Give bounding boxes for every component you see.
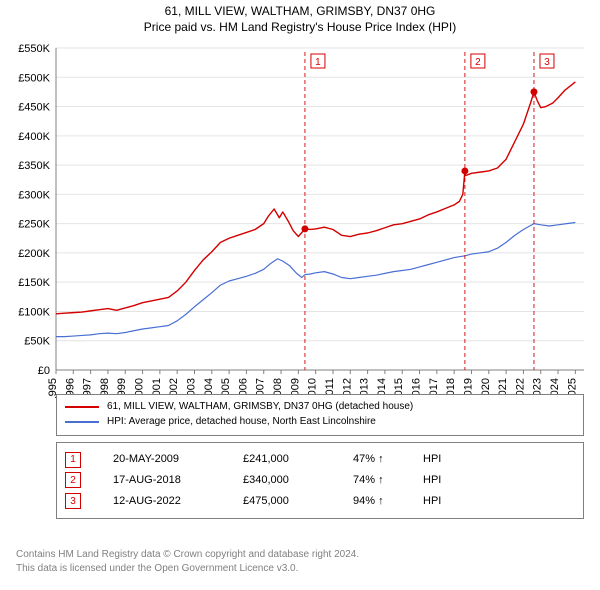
y-tick-label: £100K xyxy=(18,306,50,318)
sale-hpi-label: HPI xyxy=(423,449,463,470)
legend-label: HPI: Average price, detached house, Nort… xyxy=(107,414,376,429)
sale-hpi-label: HPI xyxy=(423,491,463,512)
y-tick-label: £200K xyxy=(18,248,50,260)
line-chart: £0 £50K £100K £150K £200K £250K £300K £350K £400… xyxy=(0,0,600,398)
sale-price: £241,000 xyxy=(243,449,353,470)
sale-date: 20-MAY-2009 xyxy=(113,449,243,470)
series-hpi xyxy=(56,222,575,336)
y-tick-label: £350K xyxy=(18,160,50,172)
y-tick-label: £400K xyxy=(18,131,50,143)
sale-price: £340,000 xyxy=(243,470,353,491)
y-tick-label: £500K xyxy=(18,72,50,84)
arrow-up-icon: ↑ xyxy=(375,495,384,507)
legend-swatch xyxy=(65,421,99,423)
sales-row: 3 12-AUG-2022£475,00094% ↑HPI xyxy=(65,491,575,512)
y-tick-label: £450K xyxy=(18,102,50,114)
sale-date: 12-AUG-2022 xyxy=(113,491,243,512)
sale-pct: 74% ↑ xyxy=(353,470,423,491)
footer-line-2: This data is licensed under the Open Gov… xyxy=(16,562,584,576)
legend-item: HPI: Average price, detached house, Nort… xyxy=(65,414,575,429)
sale-marker-dot-3 xyxy=(530,88,537,95)
y-tick-label: £150K xyxy=(18,277,50,289)
series-property xyxy=(56,82,575,314)
arrow-up-icon: ↑ xyxy=(375,474,384,486)
y-tick-label: £0 xyxy=(38,365,50,377)
sale-marker-dot-2 xyxy=(461,167,468,174)
sales-table: 1 20-MAY-2009£241,00047% ↑HPI 2 17-AUG-2018… xyxy=(56,442,584,519)
sale-marker-badge-label-1: 1 xyxy=(315,57,321,68)
arrow-up-icon: ↑ xyxy=(375,453,384,465)
sale-pct: 47% ↑ xyxy=(353,449,423,470)
y-tick-label: £550K xyxy=(18,43,50,55)
sale-pct: 94% ↑ xyxy=(353,491,423,512)
sales-row: 2 17-AUG-2018£340,00074% ↑HPI xyxy=(65,470,575,491)
legend-item: 61, MILL VIEW, WALTHAM, GRIMSBY, DN37 0H… xyxy=(65,399,575,414)
sale-badge: 3 xyxy=(65,493,81,509)
sale-badge: 2 xyxy=(65,472,81,488)
legend: 61, MILL VIEW, WALTHAM, GRIMSBY, DN37 0H… xyxy=(56,394,584,436)
y-tick-label: £250K xyxy=(18,219,50,231)
sales-row: 1 20-MAY-2009£241,00047% ↑HPI xyxy=(65,449,575,470)
figure-root: { "layout": { "width": 600, "height": 59… xyxy=(0,0,600,590)
sale-marker-badge-label-3: 3 xyxy=(544,57,550,68)
legend-swatch xyxy=(65,406,99,408)
sale-hpi-label: HPI xyxy=(423,470,463,491)
footer-attribution: Contains HM Land Registry data © Crown c… xyxy=(16,548,584,576)
legend-label: 61, MILL VIEW, WALTHAM, GRIMSBY, DN37 0H… xyxy=(107,399,413,414)
sale-date: 17-AUG-2018 xyxy=(113,470,243,491)
footer-line-1: Contains HM Land Registry data © Crown c… xyxy=(16,548,584,562)
y-tick-label: £50K xyxy=(24,336,50,348)
sale-marker-dot-1 xyxy=(301,225,308,232)
y-tick-label: £300K xyxy=(18,189,50,201)
sale-price: £475,000 xyxy=(243,491,353,512)
sale-marker-badge-label-2: 2 xyxy=(475,57,481,68)
sale-badge: 1 xyxy=(65,452,81,468)
